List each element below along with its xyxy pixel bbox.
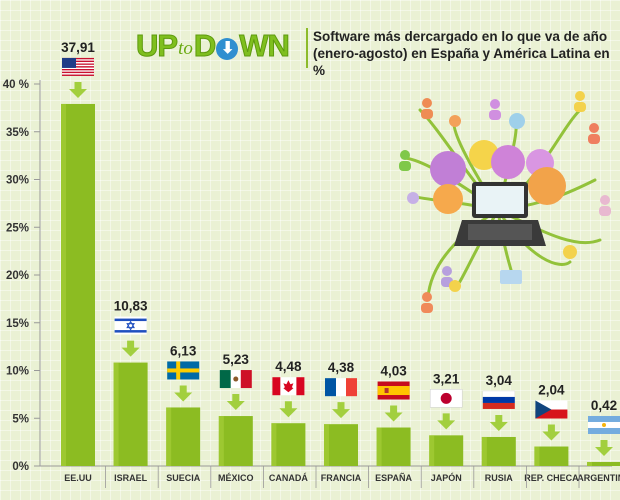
bar-highlight — [429, 435, 435, 466]
logo-down-end: WN — [239, 28, 291, 64]
bar-highlight — [376, 427, 382, 466]
down-arrow-icon — [226, 394, 245, 411]
czech-flag-icon — [535, 400, 568, 419]
logo-to: to — [178, 38, 193, 59]
bar-highlight — [271, 423, 277, 466]
france-flag-icon — [325, 378, 357, 397]
social-network-illustration-icon — [399, 91, 611, 313]
down-arrow-icon — [69, 81, 87, 98]
x-tick-label: ESPAÑA — [375, 473, 412, 483]
y-tick-label: 25% — [6, 222, 29, 234]
logo-up: UP — [135, 28, 178, 64]
data-label: 2,04 — [538, 383, 565, 398]
x-tick-label: SUECIA — [166, 473, 201, 483]
x-tick-label: JAPÓN — [431, 472, 462, 483]
mexico-flag-icon — [219, 370, 252, 389]
down-arrow-icon — [279, 401, 298, 418]
bar — [376, 427, 411, 466]
bar — [534, 446, 569, 466]
y-tick-label: 0% — [12, 461, 29, 473]
y-tick-label: 20% — [6, 270, 29, 282]
bar — [166, 407, 201, 466]
down-arrow-icon — [542, 424, 561, 441]
data-label: 4,38 — [328, 360, 355, 375]
down-arrow-icon — [384, 405, 403, 422]
canada-flag-icon — [272, 377, 305, 396]
logo-down: D ⬇ WN — [193, 28, 291, 64]
bar-highlight — [324, 424, 329, 466]
y-tick-label: 35% — [6, 127, 29, 139]
russia-flag-icon — [482, 390, 516, 409]
down-arrow-icon — [332, 402, 350, 419]
y-tick-label: 5% — [12, 413, 29, 425]
x-tick-label: MÉXICO — [218, 473, 254, 483]
bar — [271, 423, 306, 466]
x-tick-label: ISRAEL — [114, 473, 148, 483]
chart-title: Software más dercargado en lo que va de … — [313, 29, 610, 78]
bar — [218, 416, 253, 466]
bar — [429, 435, 464, 466]
bar-highlight — [218, 416, 224, 466]
x-tick-label: FRANCIA — [321, 473, 362, 483]
sweden-flag-icon — [167, 361, 200, 380]
data-label: 4,48 — [275, 359, 302, 374]
down-arrow-icon — [489, 414, 508, 431]
spain-flag-icon — [377, 381, 410, 400]
uptodown-logo: UP to D ⬇ WN — [135, 28, 291, 64]
data-label: 0,42 — [591, 398, 617, 413]
bar — [61, 103, 95, 466]
down-arrow-icon — [437, 413, 456, 430]
down-arrow-icon — [121, 340, 140, 357]
us-flag-icon — [62, 57, 94, 76]
data-label: 4,03 — [380, 364, 407, 379]
bar-highlight — [534, 446, 540, 466]
israel-flag-icon — [114, 316, 147, 335]
data-label: 10,83 — [114, 299, 148, 314]
data-label: 37,91 — [61, 40, 95, 55]
data-label: 5,23 — [223, 352, 250, 367]
y-tick-label: 30% — [6, 175, 29, 187]
bar-highlight — [166, 407, 172, 466]
x-tick-label: RUSIA — [485, 473, 514, 483]
x-tick-label: EE.UU — [64, 473, 92, 483]
argentina-flag-icon — [588, 415, 620, 434]
logo-down-start: D — [193, 28, 216, 64]
data-label: 6,13 — [170, 343, 197, 358]
x-tick-label: CANADÁ — [269, 473, 308, 483]
bar — [481, 436, 516, 466]
data-label: 3,21 — [433, 371, 460, 386]
bars: EE.UU 37,91 ISRAEL 10,83 SUECIA 6,13 MÉXICO 5,2… — [61, 40, 620, 488]
x-tick-label: ARGENTINA — [577, 473, 620, 483]
bar-highlight — [61, 103, 66, 466]
bar-highlight — [587, 461, 592, 466]
title-divider — [306, 28, 308, 68]
data-label: 3,04 — [486, 373, 513, 388]
bar — [587, 461, 620, 466]
x-tick-label: REP. CHECA — [524, 473, 579, 483]
bar — [324, 424, 358, 466]
down-arrow-icon — [174, 385, 193, 402]
bar-highlight — [113, 362, 119, 466]
down-arrow-icon: ⬇ — [216, 38, 239, 60]
y-tick-label: 40 % — [3, 79, 29, 91]
bar — [113, 362, 148, 466]
y-tick-label: 15% — [6, 318, 29, 330]
down-arrow-icon — [595, 439, 613, 456]
japan-flag-icon — [429, 389, 463, 408]
bar-highlight — [481, 436, 487, 466]
y-tick-label: 10% — [6, 366, 29, 378]
